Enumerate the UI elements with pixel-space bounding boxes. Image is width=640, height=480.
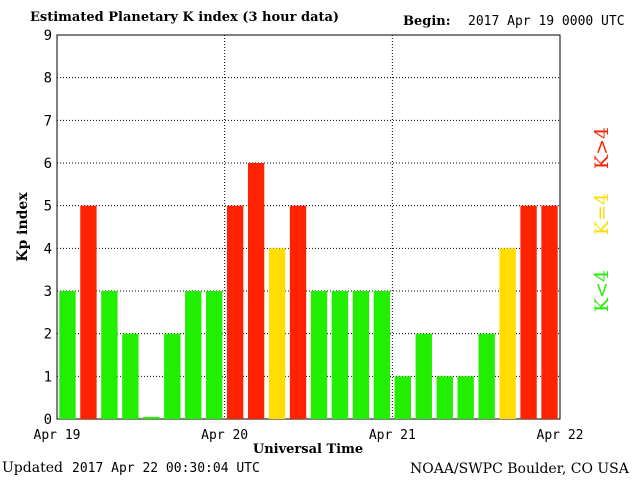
- x-tick-labels: Apr 19 Apr 20 Apr 21 Apr 22: [34, 428, 584, 443]
- legend-equal: K=4: [591, 193, 613, 235]
- kp-bar: [226, 205, 244, 419]
- y-tick-label: 5: [44, 199, 52, 215]
- y-tick-label: 2: [44, 327, 52, 343]
- y-tick-label: 3: [44, 284, 52, 300]
- updated-label: Updated: [2, 460, 63, 476]
- legend-below: K<4: [591, 270, 613, 312]
- kp-bar: [289, 205, 307, 419]
- kp-bar: [457, 376, 474, 419]
- begin-value: 2017 Apr 19 0000 UTC: [468, 14, 625, 29]
- kp-bar: [520, 205, 537, 419]
- kp-bar: [247, 163, 265, 419]
- kp-bar: [268, 248, 286, 419]
- plot-frame: [56, 34, 561, 420]
- x-tick-label: Apr 21: [369, 428, 416, 443]
- legend-above: K>4: [591, 127, 613, 169]
- kp-bar: [478, 333, 495, 419]
- y-tick-label: 6: [44, 156, 52, 172]
- y-tick-labels: 0 1 2 3 4 5 6 7 8 9: [44, 28, 52, 428]
- kp-bar: [373, 291, 391, 419]
- kp-bar: [499, 248, 516, 419]
- kp-bar: [80, 205, 97, 419]
- kp-bar: [101, 291, 118, 419]
- bar-group: [59, 163, 558, 419]
- y-tick-label: 9: [44, 28, 52, 44]
- kp-bar: [394, 376, 411, 419]
- y-axis-label: Kp index: [15, 192, 31, 262]
- x-axis-label: Universal Time: [253, 442, 363, 457]
- kp-bar: [143, 416, 160, 419]
- kp-bar: [331, 291, 349, 419]
- kp-bar: [415, 333, 432, 419]
- y-tick-label: 4: [44, 241, 52, 257]
- kp-bar: [436, 376, 453, 419]
- kp-bar: [541, 205, 558, 419]
- y-tick-label: 1: [44, 369, 52, 385]
- credit-text: NOAA/SWPC Boulder, CO USA: [410, 461, 629, 477]
- kp-bar: [352, 291, 370, 419]
- chart-title: Estimated Planetary K index (3 hour data…: [30, 10, 340, 25]
- x-tick-label: Apr 19: [34, 428, 81, 443]
- kp-bar: [59, 291, 76, 419]
- x-tick-label: Apr 22: [537, 428, 584, 443]
- kp-bar: [206, 291, 223, 419]
- begin-label: Begin:: [403, 14, 451, 29]
- kp-bar: [164, 333, 181, 419]
- y-tick-label: 0: [44, 412, 52, 428]
- updated-value: 2017 Apr 22 00:30:04 UTC: [72, 461, 260, 476]
- y-tick-label: 7: [44, 113, 52, 129]
- kp-bar: [122, 333, 139, 419]
- kp-bar: [310, 291, 328, 419]
- kp-bar: [185, 291, 202, 419]
- y-tick-label: 8: [44, 71, 52, 87]
- grid-lines: [57, 35, 560, 419]
- x-tick-label: Apr 20: [201, 428, 248, 443]
